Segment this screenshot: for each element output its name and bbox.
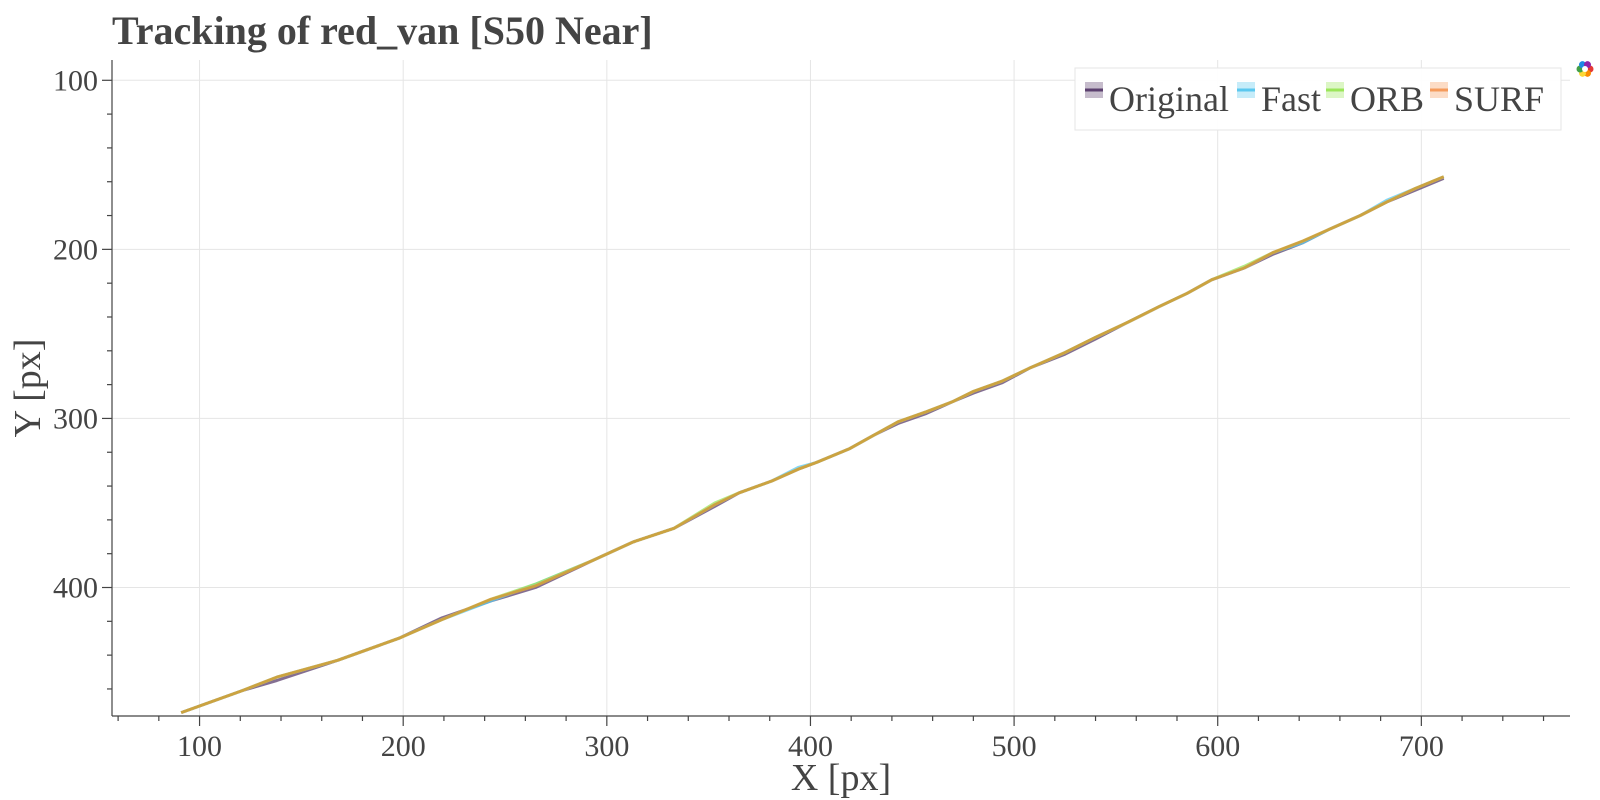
grid bbox=[112, 60, 1570, 716]
y-tick-label: 400 bbox=[53, 572, 98, 605]
legend-label: Fast bbox=[1261, 79, 1321, 119]
legend-item-fast[interactable]: Fast bbox=[1237, 79, 1321, 119]
y-axis-label: Y [px] bbox=[7, 339, 49, 438]
series-overlap-line bbox=[180, 175, 1445, 714]
series-layer bbox=[180, 175, 1445, 715]
x-tick-label: 500 bbox=[992, 730, 1037, 763]
legend-label: Original bbox=[1109, 79, 1229, 119]
x-tick-label: 300 bbox=[584, 730, 629, 763]
plot-area[interactable] bbox=[112, 60, 1570, 716]
legend-label: ORB bbox=[1350, 79, 1424, 119]
legend-item-surf[interactable]: SURF bbox=[1430, 79, 1544, 119]
x-axis-label: X [px] bbox=[791, 757, 891, 799]
y-tick-label: 100 bbox=[53, 64, 98, 97]
legend-item-orb[interactable]: ORB bbox=[1326, 79, 1424, 119]
x-tick-label: 100 bbox=[177, 730, 222, 763]
legend-box bbox=[1074, 67, 1562, 131]
y-tick-label: 300 bbox=[53, 402, 98, 435]
x-tick-label: 400 bbox=[788, 730, 833, 763]
y-tick-label: 200 bbox=[53, 233, 98, 266]
legend[interactable]: Original Fast ORB SURF bbox=[1074, 67, 1562, 131]
x-tick-label: 600 bbox=[1195, 730, 1240, 763]
legend-item-original[interactable]: Original bbox=[1085, 79, 1229, 119]
logo-center bbox=[1582, 66, 1588, 72]
bokeh-logo-icon[interactable] bbox=[1576, 61, 1594, 77]
x-tick-label: 200 bbox=[381, 730, 426, 763]
legend-label: SURF bbox=[1454, 79, 1544, 119]
y-ticks: 100 200 300 400 bbox=[53, 64, 112, 690]
x-ticks: 100 200 300 400 500 600 700 bbox=[117, 716, 1545, 763]
chart-title: Tracking of red_van [S50 Near] bbox=[112, 8, 653, 53]
x-tick-label: 700 bbox=[1399, 730, 1444, 763]
